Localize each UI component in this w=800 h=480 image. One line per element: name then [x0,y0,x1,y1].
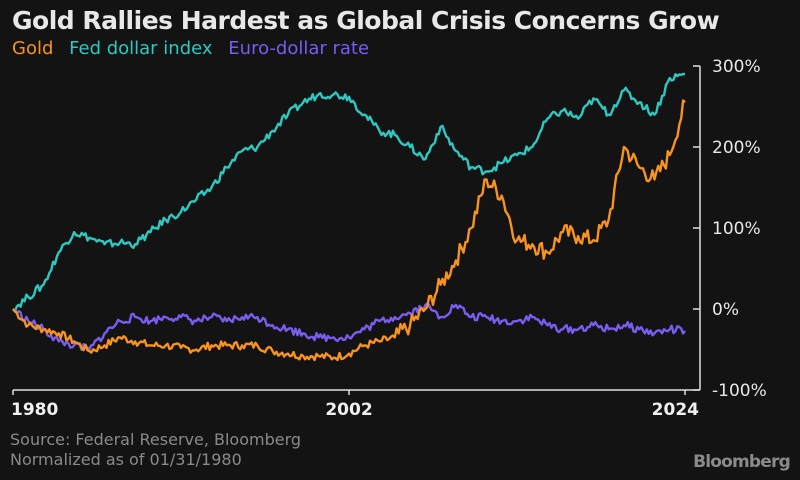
legend-euro-dollar-rate: Euro-dollar rate [228,38,370,59]
legend-gold: Gold [12,38,54,59]
y-tick-label: -100% [712,381,767,401]
gold-line [12,99,686,362]
y-tick-label: 200% [712,138,761,158]
source-note: Source: Federal Reserve, Bloomberg Norma… [10,430,301,470]
fed-dollar-index-line [12,72,686,313]
x-tick-label: 2002 [325,400,372,420]
y-tick-label: 100% [712,219,761,239]
y-tick-label: 0% [712,300,739,320]
legend: Gold Fed dollar index Euro-dollar rate [12,38,379,59]
chart-title: Gold Rallies Hardest as Global Crisis Co… [12,6,720,35]
x-tick-label: 2024 [652,400,699,420]
euro-dollar-rate-line [12,302,686,352]
x-tick-label: 1980 [11,400,58,420]
y-tick-label: 300% [712,57,761,77]
normalization-note: Normalized as of 01/31/1980 [10,450,242,469]
source-text: Source: Federal Reserve, Bloomberg [10,430,302,449]
legend-fed-dollar-index: Fed dollar index [69,38,213,59]
bloomberg-logo: Bloomberg [693,452,791,472]
